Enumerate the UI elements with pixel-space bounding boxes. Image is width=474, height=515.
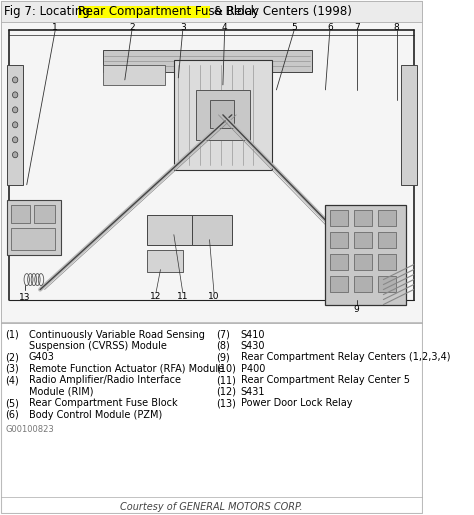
Bar	[330, 210, 348, 226]
Text: Rear Compartment Fuse Block: Rear Compartment Fuse Block	[28, 399, 177, 408]
Text: Suspension (CVRSS) Module: Suspension (CVRSS) Module	[28, 341, 166, 351]
Text: 7: 7	[354, 24, 359, 32]
Bar	[196, 90, 250, 140]
Text: (3): (3)	[5, 364, 19, 374]
Bar	[354, 210, 372, 226]
Bar	[147, 215, 191, 245]
Bar	[1, 22, 422, 321]
Bar	[330, 232, 348, 248]
Text: (7): (7)	[216, 330, 229, 339]
Bar	[354, 276, 372, 291]
Text: S431: S431	[241, 387, 265, 397]
Text: 4: 4	[222, 24, 228, 32]
Bar	[102, 50, 312, 72]
Text: Courtesy of GENERAL MOTORS CORP.: Courtesy of GENERAL MOTORS CORP.	[120, 502, 302, 512]
Text: (11): (11)	[216, 375, 236, 385]
Bar	[7, 65, 23, 185]
Bar	[354, 253, 372, 269]
Text: (6): (6)	[5, 410, 19, 420]
Text: (12): (12)	[216, 387, 236, 397]
Bar	[191, 215, 232, 245]
Bar	[378, 276, 396, 291]
Bar	[378, 210, 396, 226]
Text: Body Control Module (PZM): Body Control Module (PZM)	[28, 410, 162, 420]
Text: 8: 8	[394, 24, 400, 32]
Text: 10: 10	[208, 292, 220, 301]
Text: (8): (8)	[216, 341, 229, 351]
Circle shape	[12, 137, 18, 143]
Text: 3: 3	[180, 24, 186, 32]
Text: (5): (5)	[5, 399, 19, 408]
Text: Power Door Lock Relay: Power Door Lock Relay	[241, 399, 352, 408]
Circle shape	[12, 92, 18, 98]
Bar	[1, 1, 422, 22]
Bar	[11, 204, 30, 222]
Bar	[354, 232, 372, 248]
Text: (2): (2)	[5, 352, 19, 363]
Text: S410: S410	[241, 330, 265, 339]
Text: (13): (13)	[216, 399, 236, 408]
Circle shape	[12, 122, 18, 128]
Bar	[378, 253, 396, 269]
Text: P400: P400	[241, 364, 265, 374]
Bar	[326, 204, 406, 304]
Text: G00100823: G00100823	[5, 425, 54, 434]
Circle shape	[12, 77, 18, 83]
Text: Radio Amplifier/Radio Interface: Radio Amplifier/Radio Interface	[28, 375, 181, 385]
Text: 13: 13	[19, 293, 31, 302]
Text: (1): (1)	[5, 330, 19, 339]
Text: Module (RIM): Module (RIM)	[28, 387, 93, 397]
Text: (10): (10)	[216, 364, 236, 374]
Bar	[147, 250, 183, 271]
Bar	[401, 65, 417, 185]
Text: Fig 7: Locating: Fig 7: Locating	[4, 6, 94, 19]
Text: (4): (4)	[5, 375, 19, 385]
Text: Rear Compartment Fuse Block: Rear Compartment Fuse Block	[79, 6, 258, 19]
Bar	[34, 204, 55, 222]
Text: Rear Compartment Relay Center 5: Rear Compartment Relay Center 5	[241, 375, 410, 385]
Bar	[330, 253, 348, 269]
Text: Remote Function Actuator (RFA) Module: Remote Function Actuator (RFA) Module	[28, 364, 224, 374]
Text: 6: 6	[327, 24, 333, 32]
Text: Continuously Variable Road Sensing: Continuously Variable Road Sensing	[28, 330, 204, 339]
Text: (9): (9)	[216, 352, 229, 363]
Text: & Relay Centers (1998): & Relay Centers (1998)	[210, 6, 352, 19]
Bar	[174, 60, 272, 170]
Bar	[378, 232, 396, 248]
Text: 11: 11	[177, 292, 189, 301]
Text: G403: G403	[28, 352, 55, 363]
Bar	[210, 100, 235, 128]
Text: Rear Compartment Relay Centers (1,2,3,4): Rear Compartment Relay Centers (1,2,3,4)	[241, 352, 450, 363]
Bar	[11, 228, 55, 250]
Bar	[102, 65, 165, 85]
Bar	[7, 200, 61, 254]
Text: 9: 9	[354, 305, 359, 314]
Text: 1: 1	[53, 24, 58, 32]
Text: S430: S430	[241, 341, 265, 351]
Text: 5: 5	[292, 24, 297, 32]
Circle shape	[12, 107, 18, 113]
Bar	[330, 276, 348, 291]
Bar	[78, 6, 210, 18]
Circle shape	[12, 152, 18, 158]
Text: 2: 2	[129, 24, 135, 32]
Text: 12: 12	[150, 292, 162, 301]
